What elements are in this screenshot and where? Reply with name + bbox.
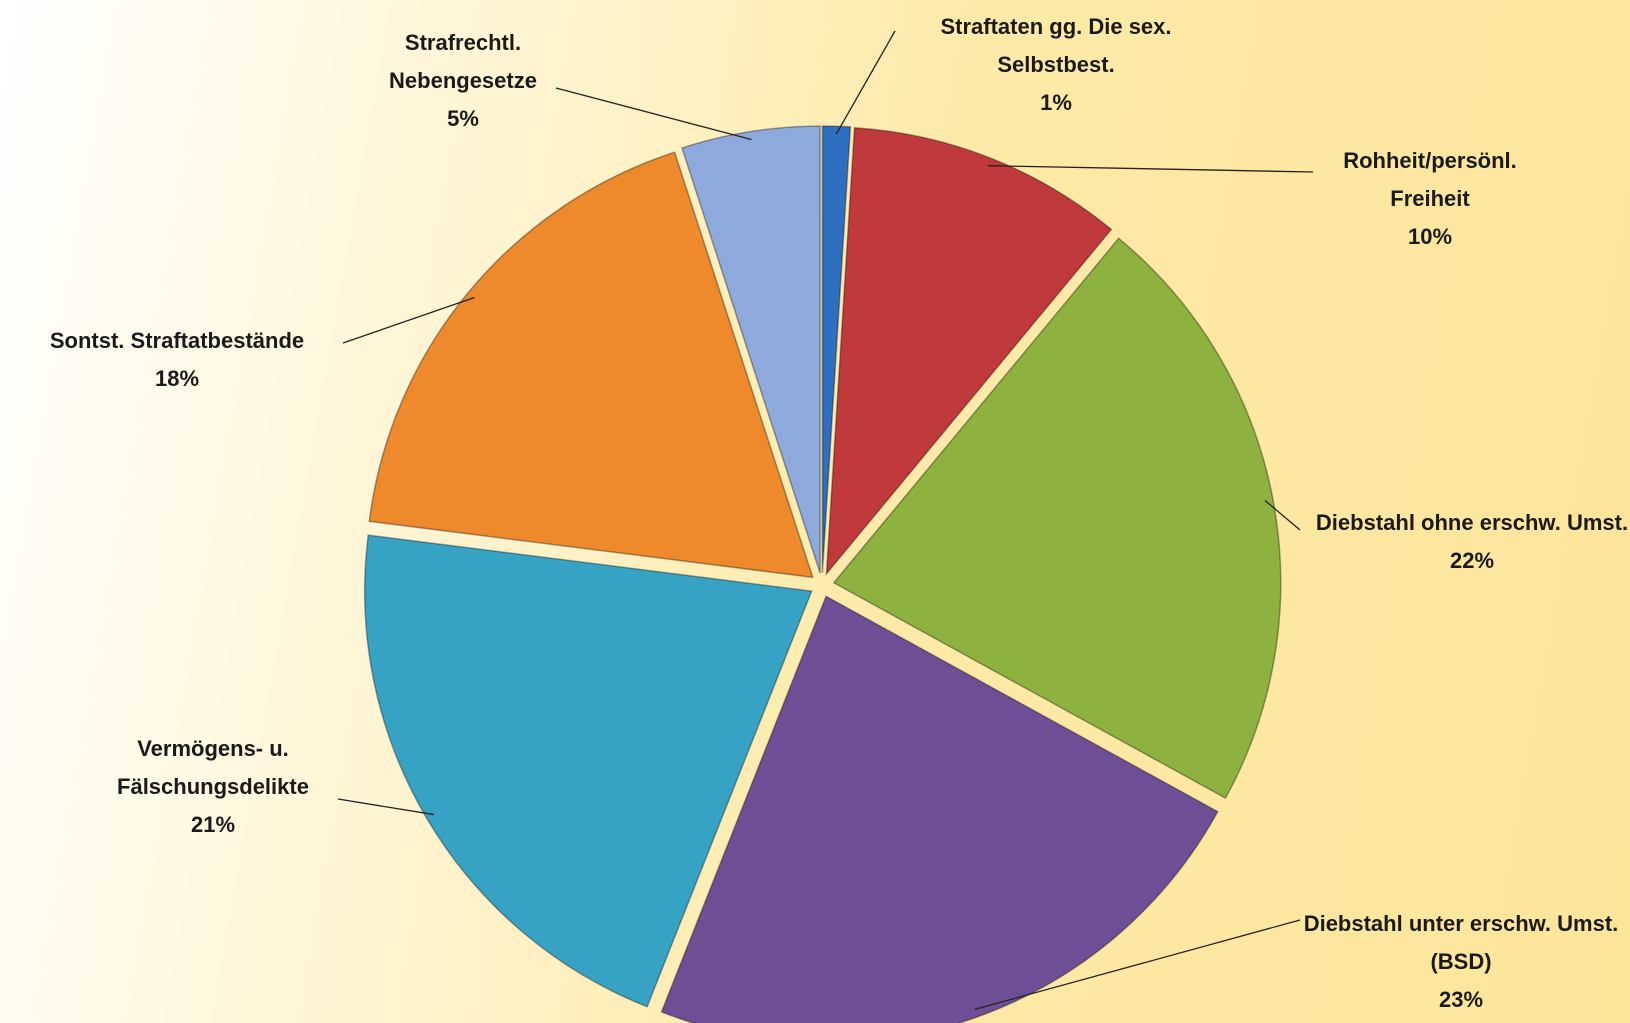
slice-name: Diebstahl unter erschw. Umst. (BSD) xyxy=(1296,905,1626,981)
chart: Straftaten gg. Die sex. Selbstbest.1% Roh… xyxy=(0,0,1630,1023)
slice-percent: 18% xyxy=(7,360,347,398)
slice-name: Strafrechtl. Nebengesetze xyxy=(363,24,563,100)
slice-name: Vermögens- u. Fälschungsdelikte xyxy=(88,730,338,806)
slice-name: Rohheit/persönl. Freiheit xyxy=(1325,142,1535,218)
slice-name: Sontst. Straftatbestände xyxy=(7,322,347,360)
slice-percent: 22% xyxy=(1312,542,1630,580)
leader-line xyxy=(556,88,751,140)
slice-name: Diebstahl ohne erschw. Umst. xyxy=(1312,504,1630,542)
slice-percent: 23% xyxy=(1296,981,1626,1019)
data-label: Straftaten gg. Die sex. Selbstbest.1% xyxy=(896,8,1216,122)
slice-percent: 5% xyxy=(363,100,563,138)
data-label: Diebstahl ohne erschw. Umst.22% xyxy=(1312,504,1630,580)
slice-percent: 10% xyxy=(1325,218,1535,256)
slice-name: Straftaten gg. Die sex. Selbstbest. xyxy=(896,8,1216,84)
leader-line xyxy=(836,31,895,134)
slice-percent: 1% xyxy=(896,84,1216,122)
slice-percent: 21% xyxy=(88,806,338,844)
data-label: Diebstahl unter erschw. Umst. (BSD)23% xyxy=(1296,905,1626,1019)
leader-line xyxy=(988,166,1313,172)
